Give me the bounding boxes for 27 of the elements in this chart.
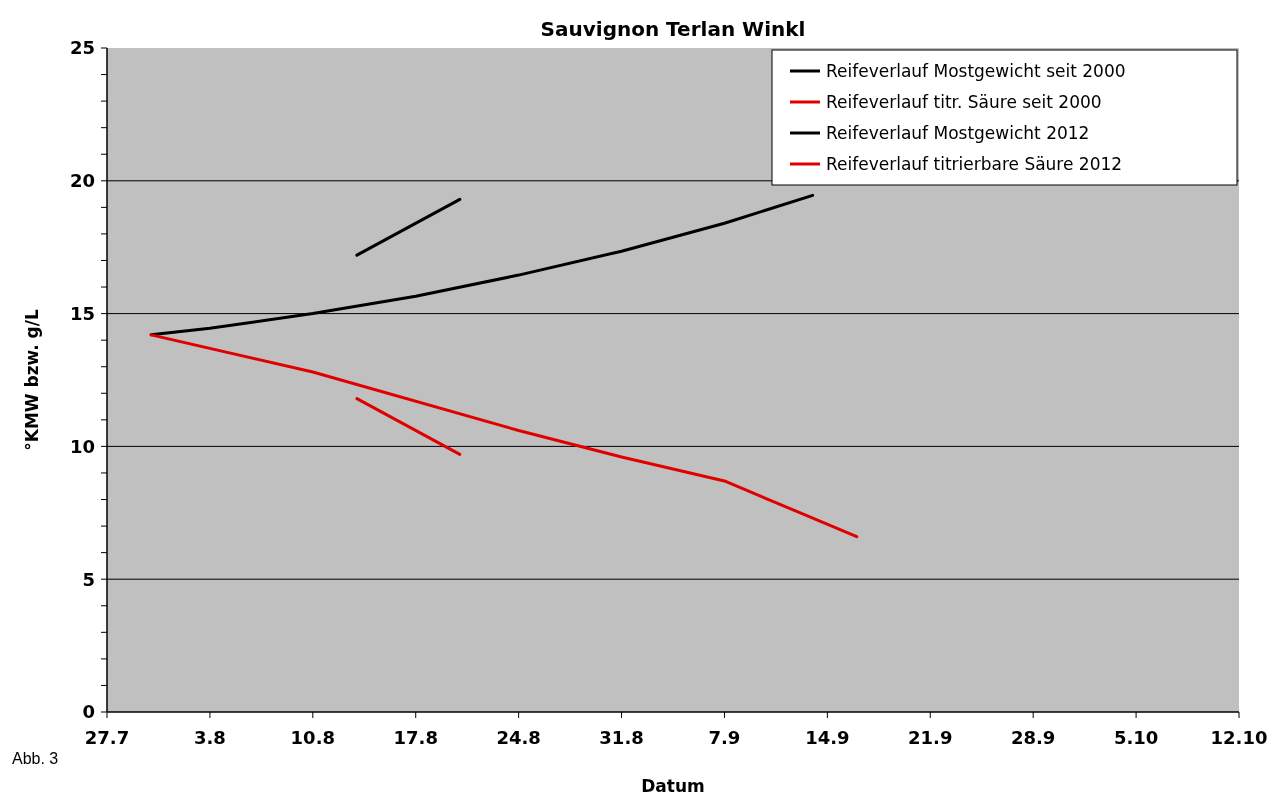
y-tick-label: 15 <box>69 302 95 324</box>
x-tick-label: 10.8 <box>290 727 336 748</box>
line-series <box>149 333 859 539</box>
y-tick-label: 0 <box>82 701 95 723</box>
x-tick-label: 21.9 <box>908 727 953 748</box>
y-axis-title: °KMW bzw. g/L <box>22 309 42 451</box>
x-tick-label: 27.7 <box>84 727 130 748</box>
legend-label: Reifeverlauf titr. Säure seit 2000 <box>826 91 1102 112</box>
x-tick-label: 3.8 <box>193 727 226 748</box>
y-tick-label: 20 <box>69 170 95 192</box>
y-tick-label: 25 <box>69 37 95 59</box>
x-tick-label: 31.8 <box>599 727 644 748</box>
x-axis-title: Datum <box>641 776 705 796</box>
caption: Abb. 3 <box>12 750 59 767</box>
x-tick-label: 24.8 <box>496 727 541 748</box>
x-tick-label: 28.9 <box>1010 727 1056 748</box>
x-tick-label: 12.10 <box>1210 727 1268 748</box>
x-tick-label: 17.8 <box>393 727 438 748</box>
y-tick-label: 5 <box>82 568 95 590</box>
y-tick-label: 10 <box>69 435 95 457</box>
x-tick-label: 14.9 <box>805 727 850 748</box>
chart-title: Sauvignon Terlan Winkl <box>540 17 806 41</box>
legend-label: Reifeverlauf Mostgewicht seit 2000 <box>826 60 1126 81</box>
x-tick-label: 5.10 <box>1113 727 1159 748</box>
x-tick-label: 7.9 <box>708 727 741 748</box>
legend-label: Reifeverlauf Mostgewicht 2012 <box>826 122 1090 143</box>
legend-label: Reifeverlauf titrierbare Säure 2012 <box>826 153 1123 174</box>
